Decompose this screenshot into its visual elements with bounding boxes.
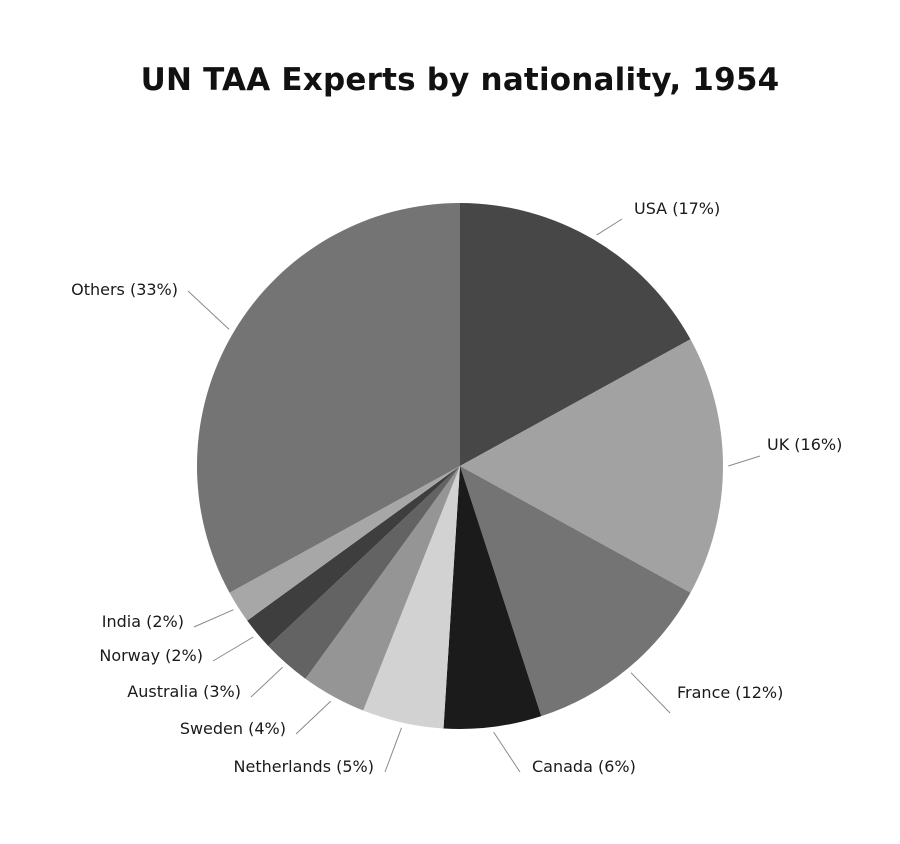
slice-label: India (2%)	[102, 612, 184, 631]
pie-slice	[196, 203, 460, 593]
pie-slice	[460, 466, 691, 717]
leader-line	[384, 727, 402, 773]
slice-label: Canada (6%)	[532, 757, 636, 776]
slice-label: Others (33%)	[71, 280, 178, 299]
pie-slice	[460, 203, 691, 466]
leader-line	[630, 672, 671, 714]
pie-slice	[305, 466, 460, 711]
leader-line	[212, 636, 254, 662]
pie-slice	[268, 466, 460, 679]
slice-label: Netherlands (5%)	[234, 757, 374, 776]
leader-line	[728, 455, 761, 467]
leader-line	[596, 218, 623, 236]
pie-slice	[229, 466, 460, 621]
pie-slice	[247, 466, 460, 647]
leader-line	[493, 731, 521, 773]
leader-line	[187, 290, 230, 330]
pie-slices	[196, 203, 724, 729]
chart-title: UN TAA Experts by nationality, 1954	[140, 62, 780, 98]
pie-slice	[460, 339, 724, 593]
slice-labels: USA (17%) UK (16%) France (12%) Canada (6%)…	[71, 199, 842, 776]
slice-label: Australia (3%)	[127, 682, 241, 701]
slice-label: Sweden (4%)	[180, 719, 286, 738]
slice-label: Norway (2%)	[99, 646, 203, 665]
pie-slice	[443, 466, 542, 729]
leader-line	[193, 609, 234, 628]
leader-line	[250, 666, 283, 698]
pie-slice	[363, 466, 460, 729]
leader-line	[295, 700, 332, 735]
slice-label: USA (17%)	[634, 199, 720, 218]
slice-label: France (12%)	[677, 683, 783, 702]
label-leader-lines	[187, 218, 761, 773]
slice-label: UK (16%)	[767, 435, 842, 454]
